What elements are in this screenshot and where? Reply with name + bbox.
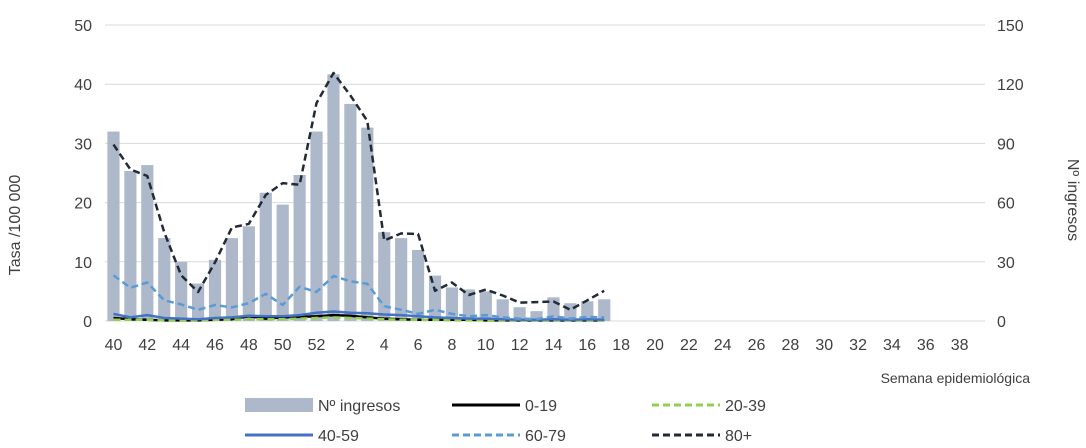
bar-ingresos: [310, 131, 323, 321]
y-right-tick-label: 90: [997, 136, 1015, 153]
x-tick-label: 16: [578, 337, 596, 354]
bar-ingresos: [124, 171, 137, 321]
bar-ingresos: [496, 299, 509, 321]
y-left-tick-label: 30: [74, 136, 92, 153]
x-tick-label: 42: [138, 337, 156, 354]
bar-ingresos: [158, 238, 171, 321]
x-tick-label: 48: [240, 337, 258, 354]
y-right-tick-label: 120: [997, 77, 1024, 94]
legend-item-40-59: 40-59: [245, 428, 359, 445]
y-axis-left-ticks: 0 10 20 30 40 50: [74, 18, 92, 331]
legend-item-20-39: 20-39: [652, 398, 766, 415]
y-left-tick-label: 50: [74, 18, 92, 35]
x-tick-label: 24: [714, 337, 732, 354]
x-tick-label: 40: [105, 337, 123, 354]
bar-ingresos: [428, 275, 442, 321]
bar-ingresos: [344, 103, 357, 321]
x-tick-label: 14: [545, 337, 563, 354]
bar-ingresos: [141, 165, 154, 321]
bar-ingresos: [530, 311, 543, 321]
bar-ingresos: [598, 299, 611, 321]
bar-ingresos: [327, 74, 340, 321]
x-tick-label: 20: [646, 337, 664, 354]
legend-label: 0-19: [525, 398, 557, 415]
x-tick-label: 28: [781, 337, 799, 354]
bar-series-ingresos: [107, 74, 611, 321]
x-tick-label: 32: [849, 337, 867, 354]
bar-ingresos: [225, 238, 239, 321]
x-tick-label: 8: [447, 337, 456, 354]
bar-ingresos: [479, 291, 492, 321]
legend-item-60-79: 60-79: [452, 428, 566, 445]
y-axis-left-title: Tasa /100 000: [7, 175, 24, 276]
legend-item-80+: 80+: [652, 428, 752, 445]
legend-swatch: [245, 398, 313, 412]
y-right-tick-label: 30: [997, 255, 1015, 272]
bar-ingresos: [293, 174, 306, 321]
line-series-group: [112, 71, 605, 322]
x-tick-label: 38: [951, 337, 969, 354]
x-tick-label: 44: [172, 337, 190, 354]
x-axis-title: Semana epidemiológica: [881, 370, 1031, 386]
x-tick-label: 22: [680, 337, 698, 354]
legend-item-0-19: 0-19: [452, 398, 557, 415]
x-tick-label: 50: [274, 337, 292, 354]
legend-label: 80+: [725, 428, 752, 445]
x-tick-label: 26: [748, 337, 766, 354]
legend-label: 20-39: [725, 398, 766, 415]
line-series-80+: [112, 71, 605, 312]
x-tick-label: 12: [511, 337, 529, 354]
bar-ingresos: [445, 287, 459, 321]
y-axis-right-title: Nº ingresos: [1064, 159, 1081, 241]
bar-ingresos: [395, 238, 408, 321]
y-left-tick-label: 20: [74, 196, 92, 213]
legend-label: Nº ingresos: [318, 398, 400, 415]
bar-ingresos: [378, 232, 391, 321]
x-tick-label: 52: [308, 337, 326, 354]
bar-ingresos: [276, 204, 289, 321]
bar-ingresos: [462, 289, 475, 321]
x-tick-label: 18: [612, 337, 630, 354]
x-tick-label: 30: [815, 337, 833, 354]
legend: Nº ingresos 0-19 20-39 40-59 60-79 80+: [245, 398, 766, 445]
legend-label: 40-59: [318, 428, 359, 445]
y-left-tick-label: 40: [74, 77, 92, 94]
bar-ingresos: [259, 192, 272, 321]
y-right-tick-label: 0: [997, 314, 1006, 331]
bar-ingresos: [107, 131, 120, 321]
y-left-tick-label: 10: [74, 255, 92, 272]
x-tick-label: 34: [883, 337, 901, 354]
bar-ingresos: [191, 283, 205, 321]
x-tick-label: 4: [380, 337, 389, 354]
bar-ingresos: [361, 127, 374, 321]
x-tick-label: 2: [346, 337, 355, 354]
x-tick-label: 10: [477, 337, 495, 354]
bar-ingresos: [175, 261, 188, 321]
y-right-tick-label: 60: [997, 196, 1015, 213]
x-tick-label: 6: [414, 337, 423, 354]
bar-ingresos: [242, 226, 255, 321]
legend-item-Nº ingresos: Nº ingresos: [245, 398, 400, 415]
y-right-tick-label: 150: [997, 18, 1024, 35]
x-tick-label: 46: [206, 337, 224, 354]
x-tick-label: 36: [917, 337, 935, 354]
y-left-tick-label: 0: [83, 314, 92, 331]
legend-label: 60-79: [525, 428, 566, 445]
bar-ingresos: [411, 249, 425, 321]
x-axis-ticks: 40 42 44 46 48 50 52 2 4 6 8 10 12 14 16 18 20 22 24 26 28 30…: [105, 337, 969, 354]
y-axis-right-ticks: 0 30 60 90 120 150: [997, 18, 1024, 331]
line-series-40-59: [113, 310, 605, 322]
